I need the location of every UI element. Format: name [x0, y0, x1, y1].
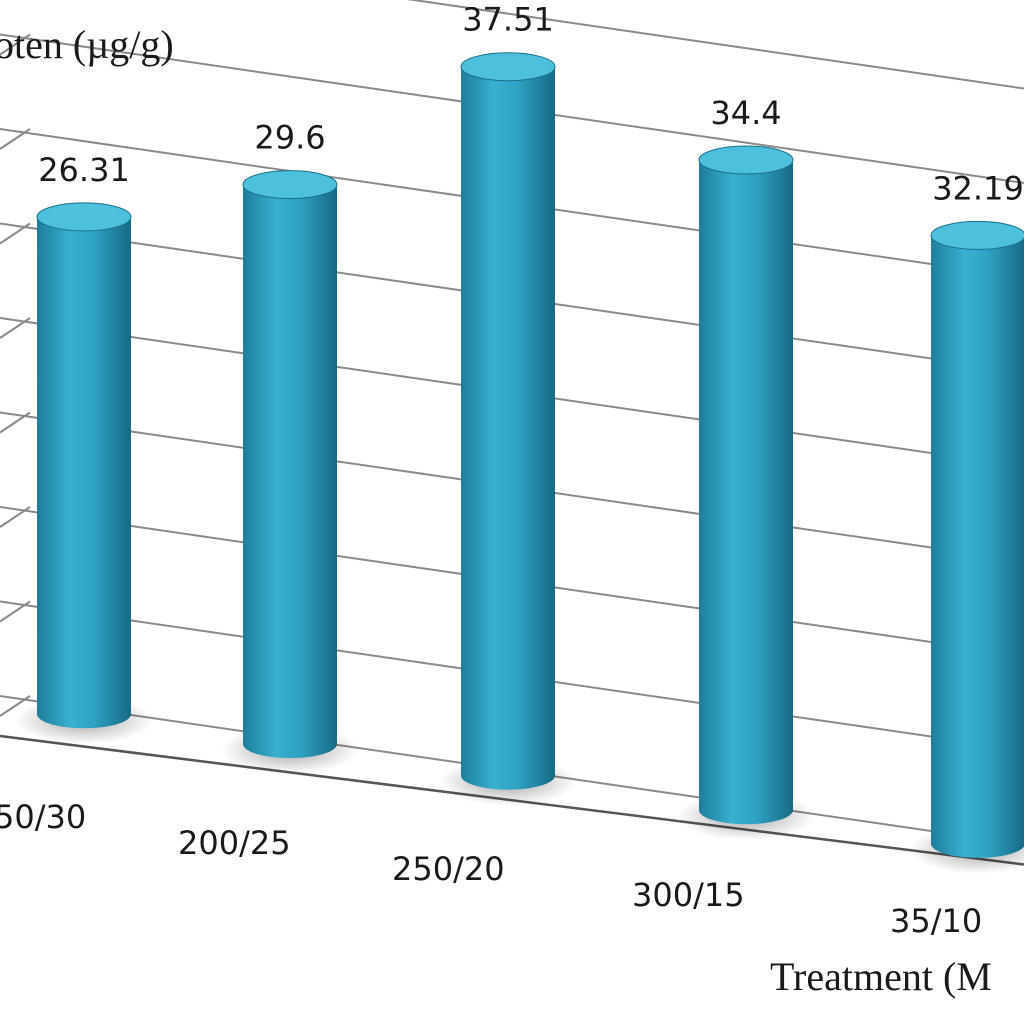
- x-axis-title: Treatment (M: [770, 954, 992, 999]
- gridline-wall: [0, 33, 31, 56]
- bar-body: [699, 160, 793, 825]
- bar-top: [460, 52, 556, 82]
- gridline-wall: [0, 695, 31, 717]
- bar-top: [242, 170, 338, 200]
- x-tick-label: 250/20: [392, 850, 505, 888]
- data-label: 32.19: [932, 169, 1024, 207]
- chart-labels: oten (µg/g) Treatment (M 26.31 50/30 29.6 2…: [0, 1, 1024, 999]
- bar-body: [243, 184, 337, 759]
- bar: [909, 220, 1024, 874]
- bar-body: [931, 235, 1024, 858]
- gridline-wall: [0, 317, 31, 339]
- gridline: [406, 0, 1024, 90]
- gridline-wall: [0, 600, 31, 623]
- data-label: 34.4: [710, 94, 781, 132]
- bar-body: [37, 216, 131, 729]
- data-label: 37.51: [462, 1, 554, 39]
- bar-top: [930, 220, 1024, 250]
- data-label: 26.31: [38, 151, 130, 189]
- gridline-wall: [0, 411, 31, 434]
- bar: [677, 145, 815, 841]
- y-axis-title: oten (µg/g): [0, 22, 174, 67]
- x-tick-label: 50/30: [0, 798, 86, 836]
- bar-body: [461, 66, 555, 790]
- gridline-wall: [0, 128, 31, 150]
- bars: [15, 52, 1024, 874]
- x-tick-label: 35/10: [890, 902, 982, 940]
- bar-top: [698, 145, 794, 175]
- bar: [15, 202, 153, 745]
- x-tick-label: 300/15: [632, 876, 745, 914]
- bar-top: [36, 202, 132, 232]
- x-tick-label: 200/25: [178, 824, 291, 862]
- bar: [439, 52, 577, 806]
- data-label: 29.6: [254, 119, 325, 157]
- gridline-wall: [0, 222, 31, 245]
- bar: [221, 170, 359, 775]
- gridline-wall: [0, 506, 31, 528]
